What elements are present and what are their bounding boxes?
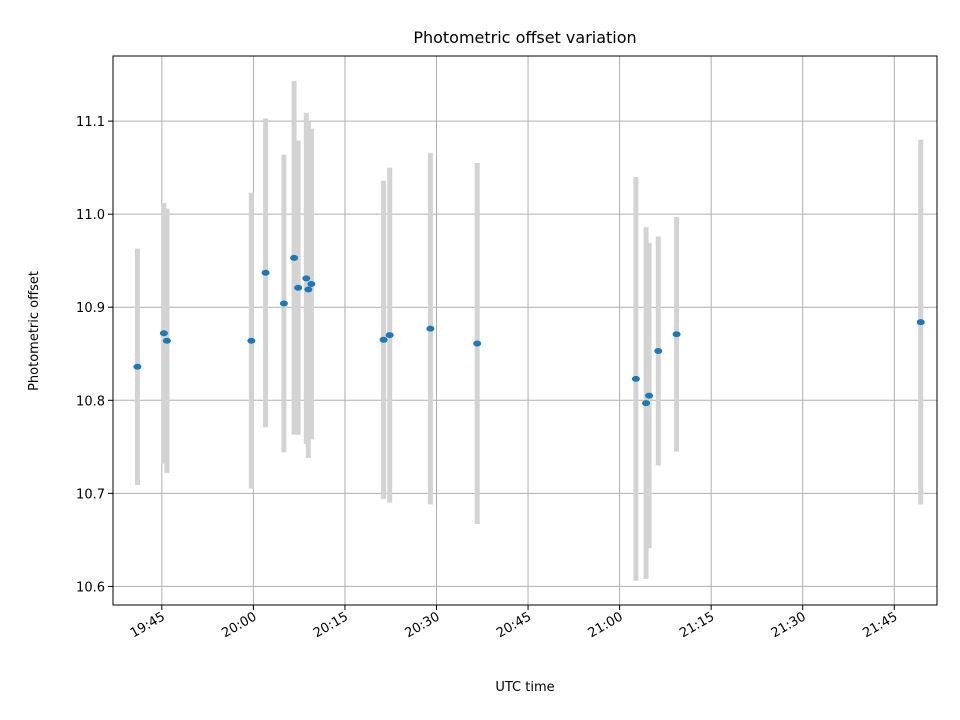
plot-border	[112, 55, 938, 606]
data-points	[133, 254, 925, 407]
y-axis-ticks: 10.6 10.7 10.8 10.9 11.0 11.1	[76, 115, 113, 595]
x-tick-label: 19:45	[128, 609, 168, 641]
data-point	[159, 330, 168, 337]
data-point	[162, 337, 171, 344]
data-point	[473, 340, 482, 347]
data-point	[379, 336, 388, 343]
data-point	[304, 286, 313, 293]
data-point	[279, 300, 288, 307]
x-axis-label: UTC time	[495, 680, 554, 695]
y-tick-label: 10.9	[76, 301, 105, 316]
data-point	[133, 363, 142, 370]
data-point	[302, 275, 311, 282]
y-tick-label: 10.7	[76, 487, 105, 502]
data-point	[426, 325, 435, 332]
data-point	[290, 254, 299, 261]
y-tick-label: 11.0	[76, 208, 105, 223]
data-point	[916, 319, 925, 326]
data-point	[645, 392, 654, 399]
x-tick-label: 21:00	[586, 609, 626, 641]
data-point	[642, 400, 651, 407]
y-axis-label: Photometric offset	[27, 271, 42, 391]
data-point	[385, 332, 394, 339]
x-tick-label: 21:30	[769, 609, 809, 641]
y-tick-label: 10.8	[76, 394, 105, 409]
x-tick-label: 20:15	[311, 609, 351, 641]
data-point	[294, 284, 303, 291]
chart-title: Photometric offset variation	[413, 28, 636, 47]
data-point	[261, 269, 270, 276]
data-point	[672, 331, 681, 338]
data-point	[247, 337, 256, 344]
x-tick-label: 20:45	[494, 609, 534, 641]
x-axis-ticks: 19:45 20:00 20:15 20:30 20:45 21:00 21:15 21:30…	[128, 605, 900, 641]
x-tick-label: 20:30	[403, 609, 443, 641]
plot-area	[113, 56, 937, 605]
x-tick-label: 21:45	[860, 609, 900, 641]
data-point	[307, 280, 316, 287]
x-tick-label: 21:15	[677, 609, 717, 641]
data-point	[654, 347, 663, 354]
x-tick-label: 20:00	[219, 609, 259, 641]
data-point	[631, 375, 640, 382]
y-tick-label: 11.1	[76, 115, 105, 130]
y-tick-label: 10.6	[76, 580, 105, 595]
